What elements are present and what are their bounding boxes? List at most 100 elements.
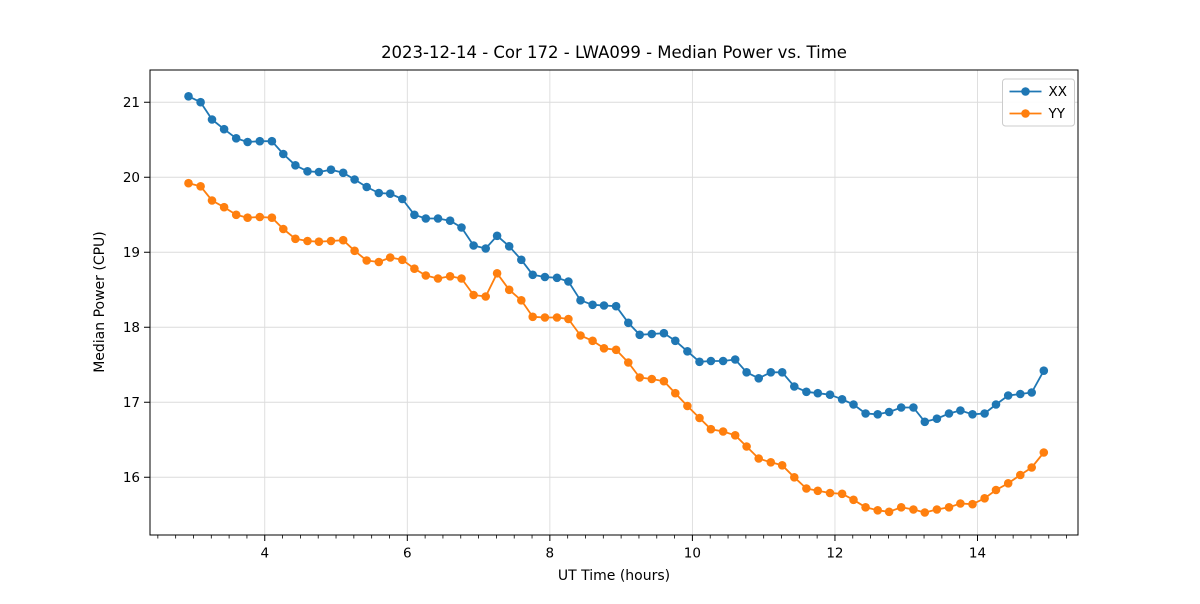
x-axis-label: UT Time (hours) [558, 568, 670, 584]
series-XX-marker [314, 167, 324, 177]
series-XX-marker [457, 223, 466, 232]
series-YY-marker [1027, 463, 1036, 472]
series-YY-marker [754, 454, 763, 463]
series-YY-marker [374, 257, 384, 267]
series-XX-marker [884, 407, 894, 417]
series-YY-marker [695, 413, 704, 423]
series-YY-marker [528, 312, 537, 322]
series-YY-marker [968, 499, 977, 509]
series-XX-marker [540, 272, 550, 282]
series-YY-marker [624, 358, 633, 367]
series-XX-marker [219, 124, 229, 134]
series-XX [184, 92, 1049, 427]
series-XX-marker [825, 390, 835, 400]
series-YY-marker [517, 296, 526, 305]
series-XX-marker [932, 414, 942, 424]
series-YY-marker [588, 336, 597, 346]
series-YY-marker [231, 210, 241, 220]
legend: XX YY [1002, 78, 1075, 127]
series-XX-marker [1016, 389, 1025, 399]
series-YY-marker [279, 224, 288, 234]
series-XX-marker [956, 406, 965, 415]
series-XX-marker [291, 161, 300, 170]
series-XX-marker [849, 400, 858, 409]
series-YY-marker [552, 313, 562, 322]
series-XX-marker [207, 115, 217, 124]
series-YY-marker [790, 473, 799, 482]
series-XX-marker [873, 410, 882, 419]
series-YY-marker [766, 458, 776, 467]
series-YY-marker [314, 237, 324, 246]
axes-spines [149, 69, 1079, 536]
series-XX-marker [433, 214, 443, 223]
series-YY-marker [706, 424, 716, 434]
series-YY-marker [196, 182, 205, 191]
series-YY [184, 178, 1049, 517]
series-XX-marker [374, 188, 384, 198]
series-YY-marker [184, 178, 193, 188]
series-XX-marker [909, 403, 918, 412]
series-YY-marker [338, 235, 348, 245]
series-XX-marker [398, 194, 407, 204]
series-XX-marker [1003, 391, 1013, 400]
series-XX-marker [706, 356, 716, 366]
series-YY-marker [683, 401, 692, 411]
series-YY-marker [410, 264, 419, 274]
series-YY-marker [813, 486, 823, 496]
series-XX-marker [421, 214, 431, 223]
series-YY-marker [492, 269, 502, 278]
series-XX-marker [683, 347, 692, 356]
series-XX-marker [385, 189, 395, 198]
series-XX-marker [350, 175, 359, 184]
x-tick-label: 14 [969, 546, 986, 562]
series-YY-marker [825, 488, 835, 498]
series-YY-marker [956, 499, 965, 508]
series-XX-marker [991, 400, 1001, 409]
series-YY-marker [909, 505, 918, 514]
series-YY-marker [398, 255, 407, 265]
series-YY-marker [326, 236, 336, 246]
series-YY-marker [303, 236, 312, 246]
y-tick-label: 16 [123, 470, 140, 486]
series-YY-marker [920, 508, 930, 517]
series-YY-marker [599, 344, 609, 353]
series-YY-marker [433, 274, 443, 283]
series-YY-marker [718, 427, 728, 436]
series-XX-marker [647, 329, 657, 339]
series-XX-marker [695, 357, 704, 367]
legend-label: YY [1048, 106, 1066, 122]
series-XX-marker [766, 368, 776, 377]
series-YY-marker [350, 246, 359, 256]
series-YY-marker [243, 213, 252, 222]
series-XX-marker [504, 242, 514, 251]
series-YY-marker [730, 431, 740, 440]
series-XX-marker [777, 368, 787, 377]
series-YY-marker [635, 373, 644, 382]
series-XX-marker [445, 216, 455, 225]
y-tick-label: 21 [123, 95, 140, 111]
y-tick-label: 20 [123, 170, 140, 186]
series-YY-marker [611, 345, 621, 355]
series-XX-marker [517, 255, 526, 265]
series-XX-marker [528, 270, 537, 280]
series-XX-marker [813, 388, 823, 398]
series-XX-marker [754, 374, 763, 383]
series-YY-marker [207, 196, 217, 205]
series-XX-marker [576, 296, 585, 305]
series-XX-marker [410, 210, 419, 220]
series-YY-marker [659, 376, 669, 386]
series-YY-marker [540, 313, 550, 322]
series-XX-marker [624, 318, 633, 328]
series-YY-marker [421, 271, 431, 280]
series-YY-marker [267, 213, 277, 222]
series-XX-marker [481, 244, 491, 253]
series-XX-marker [635, 330, 644, 340]
series-XX-marker [659, 328, 669, 338]
series-XX-marker [362, 182, 372, 192]
series-XX-marker [790, 382, 799, 391]
series-YY-marker [802, 484, 811, 493]
series-YY-marker [849, 495, 858, 505]
series-XX-marker [896, 403, 906, 412]
